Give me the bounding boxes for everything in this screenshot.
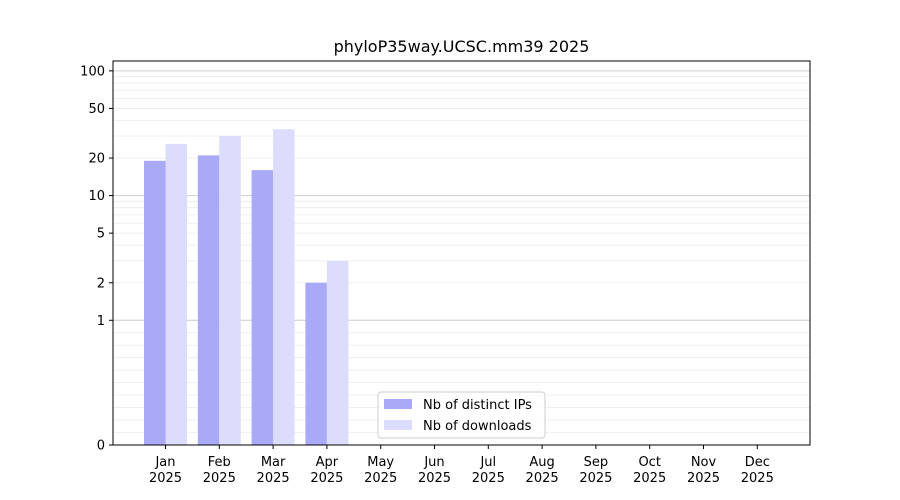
y-tick-label: 5 <box>97 227 105 242</box>
bar-downloads <box>165 143 187 446</box>
y-axis: 0 1 2 5 10 20 50 100 <box>80 64 113 454</box>
x-tick-label-month: Jan <box>154 455 175 470</box>
x-tick-label-year: 2025 <box>472 471 505 486</box>
y-tick-label: 0 <box>97 439 105 454</box>
legend: Nb of distinct IPs Nb of downloads <box>377 391 546 439</box>
x-tick-label-year: 2025 <box>579 471 612 486</box>
y-tick-label: 1 <box>97 314 105 329</box>
y-tick-label: 10 <box>88 189 105 204</box>
bar-distinct-ips <box>305 282 327 445</box>
x-tick-label-year: 2025 <box>741 471 774 486</box>
x-axis: Jan2025Feb2025Mar2025Apr2025May2025Jun20… <box>149 445 774 486</box>
bar-distinct-ips <box>197 155 220 445</box>
x-tick-label-month: Mar <box>261 455 286 470</box>
x-tick-label-year: 2025 <box>149 471 182 486</box>
legend-swatch-downloads <box>384 420 412 430</box>
x-tick-label-year: 2025 <box>257 471 290 486</box>
x-tick-label-year: 2025 <box>203 471 236 486</box>
legend-swatch-distinct-ips <box>384 399 412 409</box>
bar-downloads <box>326 260 349 445</box>
x-tick-label-year: 2025 <box>364 471 397 486</box>
plot-frame <box>112 60 811 446</box>
legend-label-distinct-ips: Nb of distinct IPs <box>423 398 532 413</box>
x-tick-label-year: 2025 <box>687 471 720 486</box>
y-tick-label: 20 <box>88 152 105 167</box>
x-tick-label-month: Jul <box>479 455 496 470</box>
legend-box <box>377 391 546 439</box>
bar-downloads <box>273 129 295 446</box>
x-tick-label-year: 2025 <box>633 471 666 486</box>
bar-distinct-ips <box>144 160 166 445</box>
bar-distinct-ips <box>251 170 274 445</box>
x-tick-label-year: 2025 <box>310 471 343 486</box>
x-tick-label-month: Nov <box>691 455 717 470</box>
bar-downloads <box>219 136 241 446</box>
x-tick-label-month: May <box>367 455 394 470</box>
x-tick-label-year: 2025 <box>418 471 451 486</box>
y-tick-label: 100 <box>80 64 105 79</box>
y-tick-label: 50 <box>88 102 105 117</box>
x-tick-label-month: Oct <box>638 455 660 470</box>
x-tick-label-month: Sep <box>584 455 609 470</box>
chart-title: phyloP35way.UCSC.mm39 2025 <box>334 37 590 56</box>
x-tick-label-month: Aug <box>529 455 554 470</box>
bars <box>144 129 349 446</box>
y-tick-label: 2 <box>97 276 105 291</box>
legend-label-downloads: Nb of downloads <box>423 419 532 434</box>
x-tick-label-month: Feb <box>208 455 231 470</box>
x-tick-label-month: Jun <box>423 455 444 470</box>
x-tick-label-month: Apr <box>316 455 339 470</box>
x-tick-label-year: 2025 <box>526 471 559 486</box>
x-tick-label-month: Dec <box>745 455 770 470</box>
